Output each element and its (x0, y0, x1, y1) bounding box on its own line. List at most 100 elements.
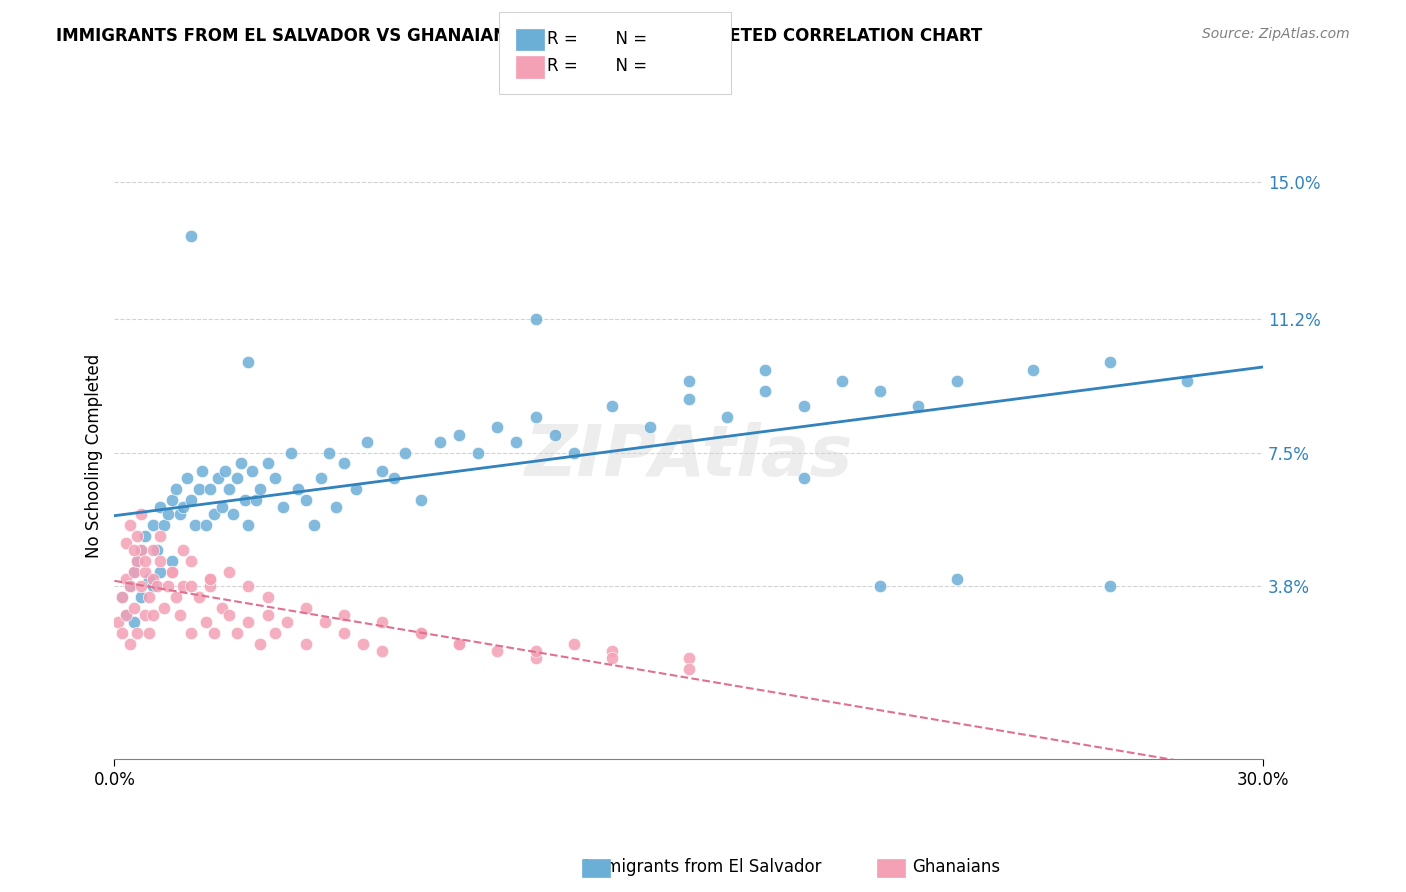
Point (207, 471, 229, 485)
Point (180, 229, 202, 244)
Point (314, 615, 336, 629)
Point (149, 500, 172, 514)
Point (1022, 362, 1045, 376)
Point (149, 565, 172, 579)
Point (118, 579, 141, 593)
Point (302, 517, 325, 532)
Point (127, 626, 149, 640)
Point (344, 482, 367, 496)
Text: 77: 77 (668, 58, 689, 76)
Point (122, 600, 145, 615)
Text: IMMIGRANTS FROM EL SALVADOR VS GHANAIAN NO SCHOOLING COMPLETED CORRELATION CHART: IMMIGRANTS FROM EL SALVADOR VS GHANAIAN … (56, 27, 983, 45)
Point (1098, 355, 1121, 369)
Point (198, 572, 221, 586)
Point (172, 579, 194, 593)
Point (172, 543, 194, 558)
Point (945, 374, 967, 388)
Point (127, 554, 149, 568)
Point (111, 626, 134, 640)
Point (156, 579, 179, 593)
Point (129, 543, 152, 558)
Point (333, 457, 356, 471)
Point (238, 615, 260, 629)
Text: Immigrants from El Salvador: Immigrants from El Salvador (585, 858, 821, 876)
Point (295, 637, 318, 651)
Point (1175, 374, 1198, 388)
Point (142, 543, 165, 558)
Point (153, 517, 176, 532)
Point (180, 626, 202, 640)
Point (318, 445, 340, 459)
Point (195, 615, 218, 629)
Point (202, 507, 225, 521)
Point (187, 482, 209, 496)
Point (238, 355, 260, 369)
Point (169, 507, 191, 521)
Point (202, 626, 225, 640)
Point (122, 543, 145, 558)
Point (145, 543, 167, 558)
Point (115, 572, 138, 586)
Point (115, 536, 138, 550)
Point (149, 528, 172, 542)
Point (156, 507, 179, 521)
Text: -0.073: -0.073 (583, 58, 637, 76)
Point (754, 384, 776, 399)
Point (640, 420, 662, 434)
Point (264, 626, 287, 640)
Point (409, 492, 432, 507)
Y-axis label: No Schooling Completed: No Schooling Completed (86, 354, 103, 558)
Point (176, 471, 198, 485)
Point (129, 579, 152, 593)
Point (111, 590, 134, 604)
Point (524, 651, 547, 665)
Point (122, 615, 145, 629)
Point (153, 600, 176, 615)
Point (187, 590, 209, 604)
Point (240, 464, 263, 478)
Point (198, 572, 221, 586)
Point (134, 565, 156, 579)
Point (138, 626, 160, 640)
Point (122, 565, 145, 579)
Point (218, 565, 240, 579)
Point (229, 457, 252, 471)
Point (831, 374, 853, 388)
Point (160, 565, 183, 579)
Point (600, 651, 623, 665)
Point (129, 590, 152, 604)
Point (134, 607, 156, 622)
Point (238, 579, 260, 593)
Text: Ghanaians: Ghanaians (912, 858, 1000, 876)
Point (134, 528, 156, 542)
Point (180, 554, 202, 568)
Point (218, 482, 240, 496)
Point (211, 500, 233, 514)
Point (233, 492, 256, 507)
Point (226, 471, 249, 485)
Point (394, 445, 416, 459)
Point (195, 517, 218, 532)
Point (325, 500, 347, 514)
Point (118, 517, 141, 532)
Point (184, 517, 207, 532)
Point (115, 607, 138, 622)
Point (127, 554, 149, 568)
Point (160, 565, 183, 579)
Point (276, 615, 298, 629)
Point (142, 607, 165, 622)
Point (524, 644, 547, 658)
Point (371, 644, 394, 658)
Point (382, 471, 405, 485)
Text: N =: N = (605, 57, 652, 75)
Point (333, 607, 356, 622)
Point (160, 492, 183, 507)
Point (524, 312, 547, 326)
Point (214, 464, 236, 478)
Point (245, 492, 267, 507)
Text: Source: ZipAtlas.com: Source: ZipAtlas.com (1202, 27, 1350, 41)
Point (138, 590, 160, 604)
Point (180, 492, 202, 507)
Point (1098, 579, 1121, 593)
Text: R =  0.545   N = 89: R = 0.545 N = 89 (548, 31, 710, 49)
